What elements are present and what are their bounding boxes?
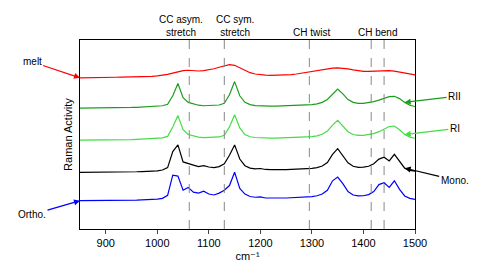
svg-text:melt: melt xyxy=(23,56,42,67)
svg-text:RII: RII xyxy=(448,91,461,102)
svg-text:1100: 1100 xyxy=(197,237,221,249)
svg-text:1300: 1300 xyxy=(300,237,324,249)
svg-text:Raman Activity: Raman Activity xyxy=(62,98,74,171)
svg-text:cm⁻¹: cm⁻¹ xyxy=(235,250,259,262)
svg-text:900: 900 xyxy=(97,237,115,249)
svg-text:RI: RI xyxy=(450,123,460,134)
svg-text:CH bend: CH bend xyxy=(358,27,397,38)
svg-text:CC sym.stretch: CC sym.stretch xyxy=(216,14,254,38)
svg-text:1000: 1000 xyxy=(145,237,169,249)
svg-text:CH twist: CH twist xyxy=(293,27,330,38)
svg-text:CC asym.stretch: CC asym.stretch xyxy=(159,14,203,38)
svg-text:1500: 1500 xyxy=(403,237,427,249)
svg-text:1200: 1200 xyxy=(248,237,272,249)
svg-text:Ortho.: Ortho. xyxy=(18,209,46,220)
svg-text:1400: 1400 xyxy=(351,237,375,249)
svg-text:Mono.: Mono. xyxy=(441,175,469,186)
